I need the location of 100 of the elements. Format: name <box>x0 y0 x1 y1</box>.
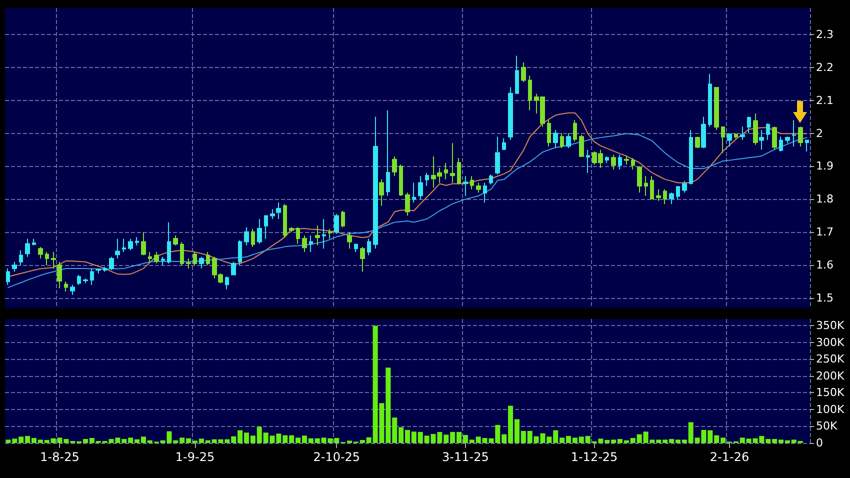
candlestick <box>573 120 577 142</box>
candlestick <box>251 228 255 248</box>
x-tick-label: 2-10-25 <box>313 450 360 464</box>
y-tick-label: 0 <box>816 436 823 450</box>
candlestick <box>689 129 693 185</box>
candlestick <box>354 243 358 252</box>
candlestick <box>83 278 88 284</box>
x-tick-label: 2-1-26 <box>710 450 750 464</box>
candlestick <box>405 192 410 216</box>
candlestick <box>740 126 745 140</box>
candlestick <box>759 129 764 150</box>
candlestick <box>560 132 564 149</box>
y-tick-label: 50K <box>816 420 838 433</box>
candlestick <box>57 261 62 289</box>
y-tick-label: 250K <box>816 352 845 366</box>
candlestick <box>70 284 75 296</box>
y-tick-label: 150K <box>816 386 845 400</box>
candlestick <box>553 129 558 149</box>
candlestick <box>12 261 17 272</box>
candlestick <box>399 164 403 196</box>
candlestick <box>676 186 680 200</box>
candlestick <box>38 246 43 260</box>
candlestick <box>154 251 159 264</box>
candlestick <box>605 156 609 164</box>
line-series <box>8 133 808 288</box>
candlestick <box>334 214 339 234</box>
candlestick <box>714 86 719 130</box>
candlestick <box>747 116 751 134</box>
candlestick <box>341 210 345 228</box>
x-tick-label: 1-12-25 <box>570 450 618 464</box>
candlestick <box>624 156 629 166</box>
y-tick-label: 2.3 <box>816 28 834 41</box>
candlestick <box>463 176 468 196</box>
candlestick <box>631 158 635 170</box>
candlestick <box>128 238 133 251</box>
candlestick <box>167 222 171 264</box>
candlestick <box>444 162 448 180</box>
candlestick <box>489 174 493 185</box>
candlestick <box>618 154 622 170</box>
candlestick <box>141 232 146 256</box>
candlestick <box>669 192 674 205</box>
y-tick-label: 1.7 <box>816 226 834 239</box>
candlestick <box>231 261 236 276</box>
candlestick <box>379 178 384 206</box>
candlestick <box>412 182 416 204</box>
candlestick <box>115 238 120 260</box>
candlestick <box>727 132 732 147</box>
candlestick <box>586 149 590 174</box>
candlestick <box>360 246 365 272</box>
candlestick <box>515 55 519 94</box>
candlestick <box>798 126 803 147</box>
candlestick <box>270 208 275 220</box>
candlestick <box>77 274 81 286</box>
candlestick <box>650 176 654 200</box>
candlestick <box>289 226 294 233</box>
candlestick <box>173 234 178 246</box>
candlestick <box>766 122 770 140</box>
y-tick-label: 200K <box>816 369 845 382</box>
candlestick <box>495 136 500 175</box>
candlestick <box>502 138 506 150</box>
candlestick <box>96 268 101 274</box>
candlestick <box>135 236 139 246</box>
candlestick <box>193 251 197 266</box>
candlestick <box>328 228 332 240</box>
candlestick <box>238 240 242 266</box>
candlestick <box>476 182 481 194</box>
candlestick <box>579 134 584 157</box>
y-tick-label: 1.9 <box>816 160 834 173</box>
candlestick <box>425 172 429 187</box>
candlestick <box>32 238 36 246</box>
candlestick <box>450 142 455 184</box>
line-series <box>8 112 808 278</box>
candlestick <box>373 116 378 250</box>
candlestick <box>457 158 461 185</box>
candlestick <box>656 188 661 202</box>
candlestick <box>386 110 390 196</box>
y-tick-label: 350K <box>816 319 845 332</box>
candlestick <box>51 251 56 269</box>
candlestick <box>148 251 152 262</box>
candlestick <box>276 202 281 220</box>
candlestick <box>772 126 777 150</box>
candlestick <box>296 226 300 244</box>
candlestick <box>309 234 313 252</box>
candlestick <box>64 281 68 292</box>
candlestick <box>180 242 184 266</box>
candlestick <box>528 75 532 111</box>
candlestick <box>186 258 191 269</box>
candlestick <box>315 225 320 246</box>
y-tick-label: 1.8 <box>816 192 834 206</box>
candlestick <box>244 226 249 246</box>
candlestick <box>779 136 783 152</box>
candlestick <box>521 62 526 83</box>
x-tick-label: 3-11-25 <box>442 450 489 464</box>
candlestick <box>566 132 571 149</box>
candlestick <box>322 218 326 250</box>
candlestick <box>637 166 642 194</box>
candlestick <box>264 215 268 240</box>
candlestick <box>682 180 687 194</box>
candlestick <box>6 268 10 286</box>
candlestick <box>161 256 165 266</box>
